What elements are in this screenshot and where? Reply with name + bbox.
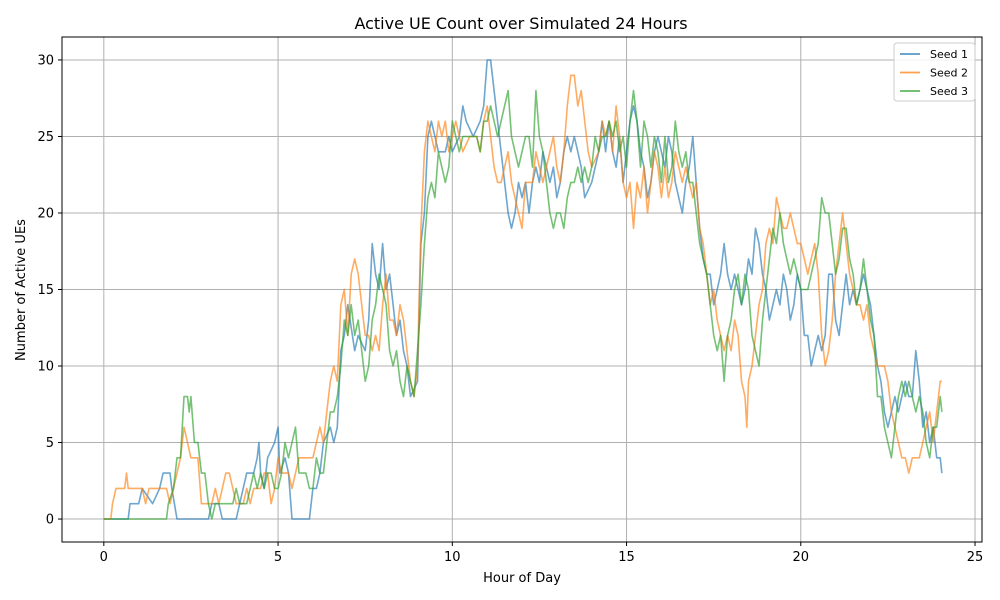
series-line-seed-2	[103, 74, 942, 520]
y-tick-label: 25	[37, 130, 54, 145]
legend-label-seed-3: Seed 3	[930, 85, 968, 98]
y-axis-label: Number of Active UEs	[14, 219, 29, 361]
legend-label-seed-2: Seed 2	[930, 67, 968, 80]
x-tick-label: 5	[274, 550, 282, 565]
y-tick-label: 10	[37, 360, 54, 375]
y-tick-label: 0	[46, 513, 54, 528]
y-tick-label: 5	[46, 436, 54, 451]
axis-ticks: 0 5 10 15 20 25 0 5 10 15 20 25 30	[37, 53, 983, 565]
chart-title: Active UE Count over Simulated 24 Hours	[354, 14, 687, 33]
legend: Seed 1 Seed 2 Seed 3	[893, 42, 976, 102]
y-tick-label: 30	[37, 53, 54, 68]
x-tick-label: 0	[100, 550, 108, 565]
x-tick-label: 20	[793, 550, 810, 565]
x-tick-label: 15	[618, 550, 635, 565]
y-tick-label: 20	[37, 206, 54, 221]
x-tick-label: 25	[967, 550, 984, 565]
legend-box	[893, 42, 976, 102]
series-line-seed-3	[103, 89, 943, 520]
y-tick-label: 15	[37, 283, 54, 298]
x-axis-label: Hour of Day	[483, 571, 561, 586]
legend-label-seed-1: Seed 1	[930, 48, 968, 61]
x-tick-label: 10	[444, 550, 461, 565]
series-lines	[103, 59, 943, 520]
